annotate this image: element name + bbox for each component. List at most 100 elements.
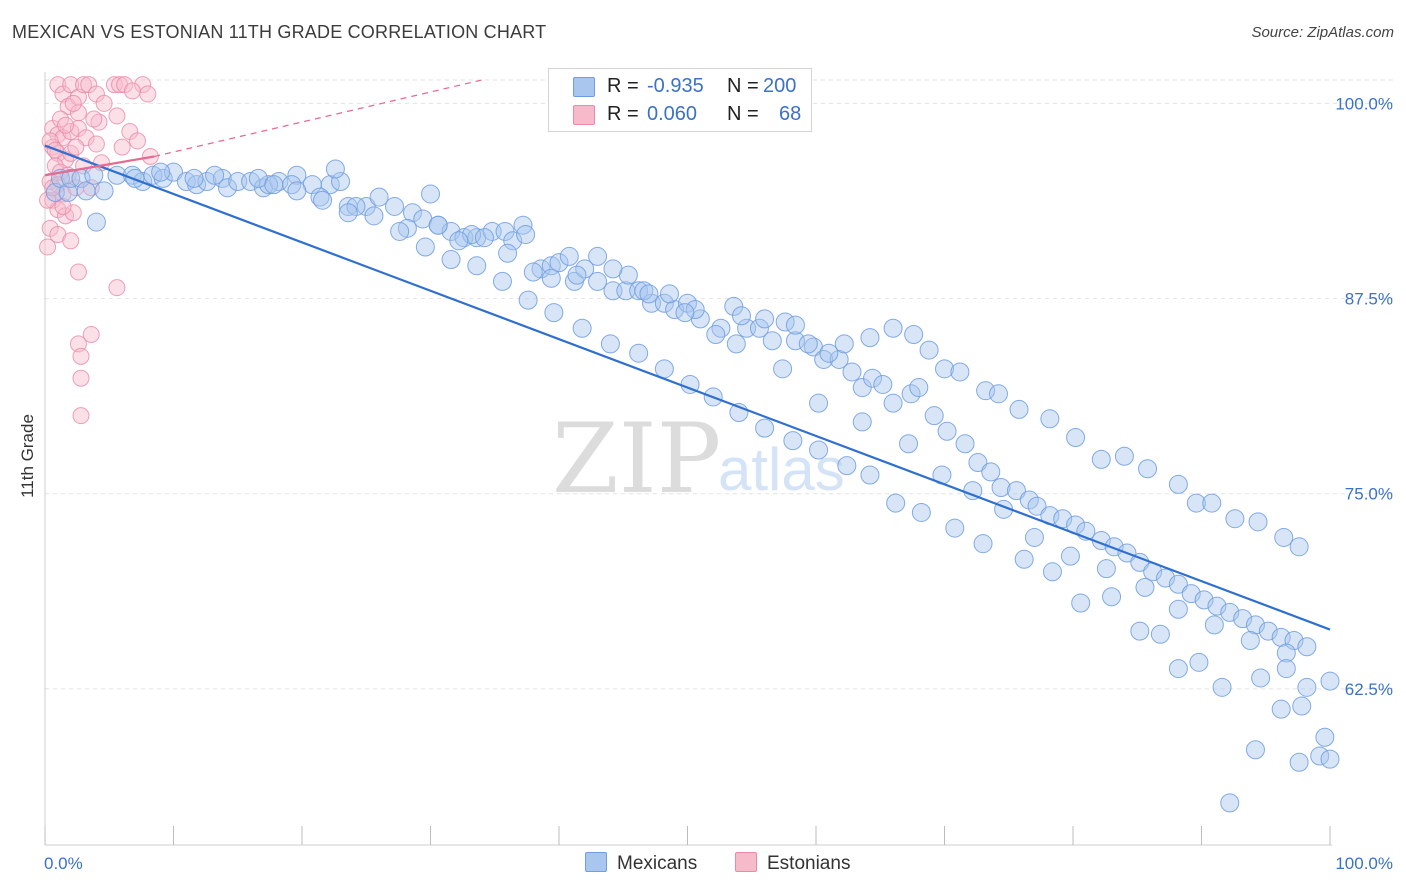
mexican-point [1071, 593, 1091, 613]
mexican-point [287, 181, 307, 201]
mexican-point [498, 243, 518, 263]
mexican-point [1168, 659, 1188, 679]
estonian-point [108, 107, 126, 125]
mexican-point [1320, 749, 1340, 769]
mexican-point [1271, 627, 1291, 647]
mexican-point [559, 246, 579, 266]
mexican-point [516, 225, 536, 245]
mexican-point [988, 384, 1008, 404]
mexican-point [924, 406, 944, 426]
mexican-point [1220, 793, 1240, 813]
mexican-point [883, 318, 903, 338]
bottom-legend-estonians: Estonians [735, 852, 850, 875]
mexican-point [945, 518, 965, 538]
mexican-point [415, 237, 435, 257]
estonian-point [69, 263, 87, 281]
estonian-point [72, 347, 90, 365]
mexican-point [1320, 671, 1340, 691]
mexican-point [474, 228, 494, 248]
mexican-point [441, 250, 461, 270]
mexican-point [860, 328, 880, 348]
mexican-point [814, 349, 834, 369]
mexican-point [428, 215, 448, 235]
legend-r-label: R = [607, 103, 639, 125]
mexican-point [873, 374, 893, 394]
mexican-point [143, 165, 163, 185]
mexican-point [1019, 490, 1039, 510]
mexican-point [1189, 652, 1209, 672]
legend-row-estonians: R = 0.060 N = 68 [549, 101, 811, 129]
legend: R = -0.935 N = 200 R = 0.060 N = 68 [548, 68, 812, 132]
mexicans-points [45, 159, 1340, 813]
mexican-point [1271, 699, 1291, 719]
estonian-point [85, 110, 103, 128]
x-tick-label: 100.0% [1335, 854, 1393, 873]
mexican-point [86, 212, 106, 232]
mexican-point [935, 359, 954, 379]
trend-lines [44, 79, 1331, 631]
mexican-point [1060, 546, 1080, 566]
y-axis-title: 11th Grade [18, 414, 37, 498]
mexican-point [320, 175, 340, 195]
mexican-point [61, 168, 81, 188]
estonian-point [39, 238, 57, 256]
mexican-point [1212, 677, 1232, 697]
mexican-point [1027, 496, 1047, 516]
mexican-point [685, 300, 705, 319]
estonian-point [39, 191, 57, 209]
mexican-point [863, 368, 883, 388]
mexican-point [991, 477, 1011, 497]
mexican-point [711, 318, 731, 338]
mexican-point [755, 418, 775, 438]
mexican-point [1292, 696, 1312, 716]
mexican-point [809, 440, 829, 460]
mexican-point [1168, 474, 1188, 494]
mexican-point [151, 162, 171, 182]
estonian-point [64, 204, 82, 222]
mexican-point [492, 271, 512, 291]
mexican-point [1150, 624, 1170, 644]
estonians-trend-line [44, 155, 155, 177]
bottom-legend-swatch-mexicans [585, 852, 607, 872]
mexican-point [837, 456, 857, 476]
mexican-point [94, 181, 114, 201]
mexican-point [1186, 493, 1206, 513]
mexican-point [575, 259, 595, 279]
mexican-point [1138, 459, 1158, 479]
estonian-point [87, 135, 105, 153]
legend-n-value: 68 [779, 103, 802, 125]
estonian-point [72, 369, 90, 387]
mexican-point [1130, 621, 1150, 641]
mexican-point [1096, 559, 1116, 579]
mexican-point [726, 334, 746, 354]
mexican-point [544, 303, 564, 323]
mexican-point [675, 303, 695, 323]
mexican-point [1114, 446, 1134, 466]
mexican-point [1014, 549, 1034, 569]
mexican-point [981, 462, 1001, 482]
mexican-point [269, 171, 289, 191]
mexican-point [1245, 740, 1265, 760]
mexican-point [264, 175, 284, 195]
legend-n-value: 200 [763, 75, 797, 97]
mexican-point [1248, 512, 1268, 532]
mexican-point [783, 431, 803, 451]
mexican-point [937, 421, 957, 441]
mexican-point [1168, 599, 1188, 619]
estonian-point [57, 116, 75, 134]
mexican-point [950, 362, 970, 382]
y-tick-label: 100.0% [1335, 94, 1393, 113]
estonian-point [72, 407, 90, 425]
mexican-point [600, 334, 620, 354]
mexican-point [755, 309, 775, 329]
y-tick-label: 62.5% [1345, 680, 1393, 699]
x-tick-label: 0.0% [44, 854, 83, 873]
mexican-point [819, 343, 839, 363]
mexican-point [731, 306, 751, 326]
mexican-point [390, 221, 410, 241]
mexican-point [1297, 637, 1317, 657]
source-label: Source: ZipAtlas.com [1251, 24, 1394, 41]
mexican-point [654, 359, 674, 379]
estonian-point [62, 232, 80, 250]
